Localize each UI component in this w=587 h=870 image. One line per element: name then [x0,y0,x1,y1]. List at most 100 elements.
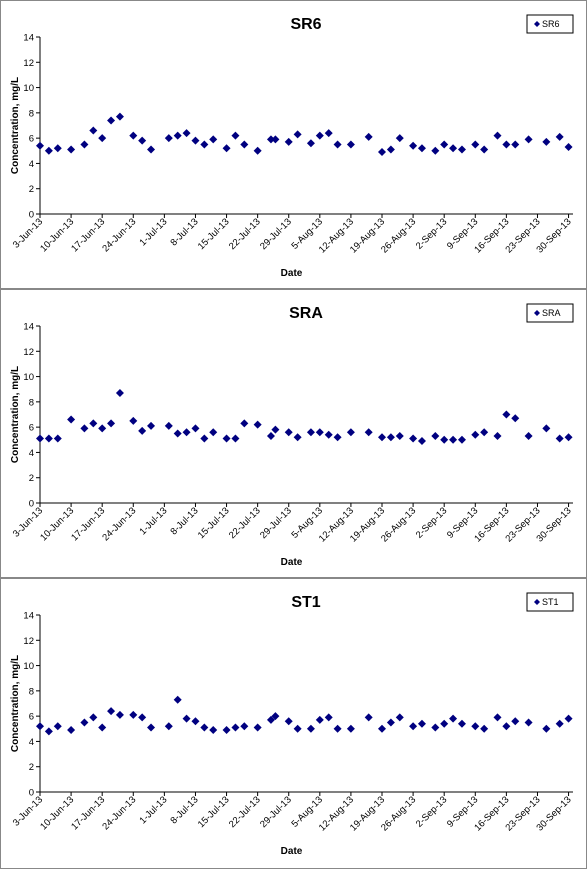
x-axis-title: Date [281,557,303,568]
data-point [324,713,333,722]
data-point [440,435,449,444]
chart-title: SRA [289,305,323,322]
data-point [542,724,551,733]
data-point [107,116,116,125]
data-point [182,129,191,138]
data-point [200,140,209,149]
y-tick-label: 12 [23,636,34,647]
data-point [364,132,373,141]
panel-border [0,289,587,578]
data-point [98,424,107,433]
data-point [147,145,156,154]
data-point [240,140,249,149]
legend-label: SR6 [542,19,560,29]
legend-box [526,14,574,34]
data-point [209,428,218,437]
data-point [306,428,315,437]
y-tick-label: 14 [23,33,34,44]
legend-box [526,303,574,323]
data-point [253,146,262,155]
data-point [271,135,280,144]
data-point [67,145,76,154]
data-point [564,714,573,723]
legend-label: SRA [542,308,561,318]
data-point [449,714,458,723]
y-tick-label: 2 [29,184,34,195]
data-point [115,389,124,398]
data-point [493,131,502,140]
data-point [67,415,76,424]
data-point [80,140,89,149]
data-point [378,148,387,157]
data-point [511,414,520,423]
data-point [129,710,138,719]
data-point [440,140,449,149]
legend-marker [534,21,540,27]
data-point [395,134,404,143]
data-point [457,719,466,728]
y-tick-label: 12 [23,347,34,358]
data-point [306,724,315,733]
data-point [53,434,62,443]
data-point [457,435,466,444]
data-point [44,146,53,155]
data-point [36,722,44,731]
data-point [386,145,395,154]
data-point [173,429,182,438]
data-point [480,428,489,437]
data-point [36,434,44,443]
legend-marker [534,310,540,316]
y-tick-label: 14 [23,611,34,622]
data-point [502,410,511,419]
data-point [306,139,315,148]
data-point [164,134,173,143]
y-tick-label: 2 [29,762,34,773]
data-point [293,130,302,139]
data-point [164,722,173,731]
y-tick-label: 4 [29,159,34,170]
data-point [440,719,449,728]
data-point [231,723,240,732]
data-point [36,141,44,150]
legend-label: ST1 [542,597,559,607]
data-point [284,137,293,146]
data-point [231,131,240,140]
data-point [555,434,564,443]
data-point [564,433,573,442]
y-tick-label: 6 [29,134,34,145]
data-point [129,131,138,140]
data-point [417,144,426,153]
data-point [315,428,324,437]
data-point [364,713,373,722]
data-point [324,129,333,138]
data-point [231,434,240,443]
data-point [138,136,147,145]
data-point [386,718,395,727]
data-point [480,145,489,154]
data-point [449,435,458,444]
y-tick-label: 6 [29,712,34,723]
data-point [493,713,502,722]
y-tick-label: 14 [23,322,34,333]
data-point [266,431,275,440]
data-point [89,419,98,428]
data-point [80,718,89,727]
data-point [315,131,324,140]
data-point [266,135,275,144]
data-point [524,718,533,727]
data-point [542,424,551,433]
data-point [240,722,249,731]
data-point [524,431,533,440]
x-axis-title: Date [281,846,303,857]
data-point [542,137,551,146]
data-point [431,431,440,440]
data-point [346,140,355,149]
panel-border [0,0,587,289]
legend-box [526,592,574,612]
y-tick-label: 10 [23,83,34,94]
data-point [107,707,116,716]
data-point [409,722,418,731]
data-point [555,132,564,141]
data-point [346,724,355,733]
